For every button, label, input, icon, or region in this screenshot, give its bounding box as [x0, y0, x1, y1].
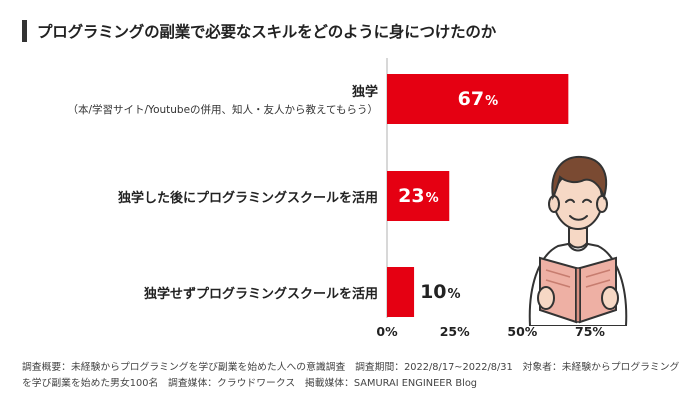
value-label-2: 10%: [420, 280, 461, 303]
value-number-0: 67: [457, 87, 485, 110]
value-unit-1: %: [425, 190, 439, 206]
category-label-main-0: 独学: [351, 85, 378, 100]
bar-2: [387, 267, 415, 317]
value-label-0: 67%: [457, 87, 499, 110]
category-label-main-2: 独学せずプログラミングスクールを活用: [143, 286, 378, 302]
category-label-0: 独学 （本/学習サイト/Youtubeの併用、知人・友人から教えてもらう）: [67, 81, 378, 117]
chart-title-group: プログラミングの副業で必要なスキルをどのように身につけたのか: [22, 20, 496, 42]
x-tick-2: 50%: [507, 324, 538, 339]
bar-1: [387, 171, 450, 221]
value-unit-0: %: [485, 93, 499, 109]
category-label-sub-0: （本/学習サイト/Youtubeの併用、知人・友人から教えてもらう）: [67, 104, 378, 116]
value-number-1: 23: [398, 184, 425, 207]
value-unit-2: %: [447, 286, 461, 302]
bar-0: [387, 74, 569, 124]
x-tick-1: 25%: [439, 324, 470, 339]
x-tick-3: 75%: [575, 324, 605, 339]
chart-title: プログラミングの副業で必要なスキルをどのように身につけたのか: [37, 23, 497, 41]
person-reading-book-icon: [512, 150, 644, 327]
survey-footnote: 調査概要：未経験からプログラミングを学び副業を始めた人への意識調査 調査期間：2…: [22, 362, 680, 389]
category-label-main-1: 独学した後にプログラミングスクールを活用: [117, 190, 378, 206]
value-label-1: 23%: [398, 184, 439, 207]
category-label-2: 独学せずプログラミングスクールを活用: [144, 283, 378, 302]
category-label-1: 独学した後にプログラミングスクールを活用: [118, 187, 378, 206]
value-number-2: 10: [420, 280, 447, 303]
title-accent-bar: [22, 20, 27, 42]
x-tick-0: 0%: [376, 324, 398, 339]
